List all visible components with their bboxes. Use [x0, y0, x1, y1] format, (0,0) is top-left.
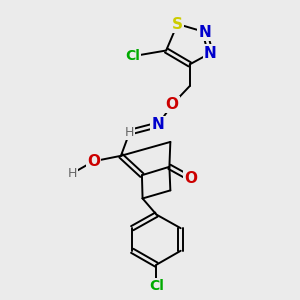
Text: S: S	[172, 16, 183, 32]
Text: O: O	[184, 171, 197, 186]
Text: Cl: Cl	[125, 49, 140, 63]
Text: N: N	[152, 117, 164, 132]
Text: O: O	[87, 154, 100, 169]
Text: N: N	[204, 46, 217, 61]
Text: N: N	[199, 25, 211, 40]
Text: H: H	[125, 126, 134, 139]
Text: Cl: Cl	[149, 279, 164, 293]
Text: O: O	[166, 97, 178, 112]
Text: H: H	[68, 167, 77, 180]
